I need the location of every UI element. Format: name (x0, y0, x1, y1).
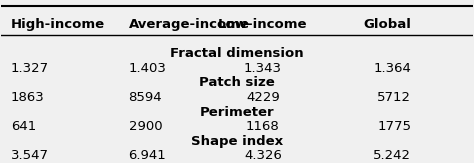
Text: 6.941: 6.941 (128, 149, 166, 163)
Text: 641: 641 (11, 120, 36, 133)
Text: 1863: 1863 (11, 91, 45, 104)
Text: 8594: 8594 (128, 91, 162, 104)
Text: 1.327: 1.327 (11, 62, 49, 75)
Text: 4.326: 4.326 (244, 149, 282, 163)
Text: Global: Global (364, 18, 411, 31)
Text: 1775: 1775 (377, 120, 411, 133)
Text: 4229: 4229 (246, 91, 280, 104)
Text: Perimeter: Perimeter (200, 106, 274, 119)
Text: 2900: 2900 (128, 120, 162, 133)
Text: Low-income: Low-income (218, 18, 308, 31)
Text: 1168: 1168 (246, 120, 280, 133)
Text: 3.547: 3.547 (11, 149, 49, 163)
Text: High-income: High-income (11, 18, 105, 31)
Text: 1.364: 1.364 (374, 62, 411, 75)
Text: 1.343: 1.343 (244, 62, 282, 75)
Text: 5712: 5712 (377, 91, 411, 104)
Text: Shape index: Shape index (191, 135, 283, 148)
Text: Average-income: Average-income (128, 18, 250, 31)
Text: 1.403: 1.403 (128, 62, 166, 75)
Text: Patch size: Patch size (199, 76, 275, 89)
Text: 5.242: 5.242 (374, 149, 411, 163)
Text: Fractal dimension: Fractal dimension (170, 47, 304, 60)
